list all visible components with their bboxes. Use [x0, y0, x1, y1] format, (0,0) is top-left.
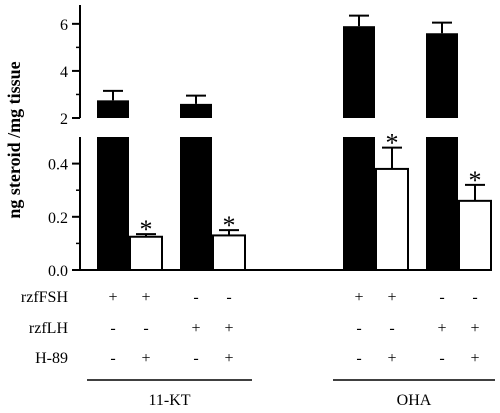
- condition-symbol: +: [224, 320, 233, 337]
- condition-symbol: +: [191, 320, 200, 337]
- bar-light: [375, 167, 409, 271]
- bar-light: [212, 234, 246, 271]
- condition-symbol: +: [224, 350, 233, 367]
- condition-symbol: +: [387, 289, 396, 306]
- condition-symbol: -: [193, 350, 198, 367]
- condition-symbol: -: [226, 289, 231, 306]
- condition-symbol: +: [437, 320, 446, 337]
- condition-symbol: -: [439, 350, 444, 367]
- bar-dark-lower: [180, 137, 212, 270]
- y-tick-label: 0.2: [48, 210, 68, 227]
- significance-star: *: [469, 166, 482, 195]
- condition-symbol: +: [141, 289, 150, 306]
- condition-row-label: H-89: [35, 350, 68, 367]
- condition-symbol: +: [108, 289, 117, 306]
- group-label: OHA: [397, 392, 432, 409]
- group-label: 11-KT: [148, 392, 190, 409]
- labels: 0.0 0.2 0.4 2 4 6 ng steroid /mg tissue * * * * rzf…: [4, 17, 482, 409]
- condition-symbol: -: [472, 289, 477, 306]
- y-tick-label: 4: [60, 64, 68, 81]
- bar-dark-lower: [426, 137, 458, 270]
- condition-symbol: -: [193, 289, 198, 306]
- condition-symbol: +: [387, 350, 396, 367]
- condition-symbol: +: [470, 320, 479, 337]
- condition-symbol: +: [354, 289, 363, 306]
- condition-row-label: rzfLH: [29, 320, 69, 337]
- significance-star: *: [140, 215, 153, 244]
- bar-dark-upper: [343, 26, 375, 118]
- bar-dark-upper: [180, 103, 212, 118]
- bar-dark-lower: [343, 137, 375, 270]
- bar-dark-upper: [426, 33, 458, 118]
- y-tick-label: 6: [60, 17, 68, 34]
- condition-symbol: +: [141, 350, 150, 367]
- y-tick-label: 0.0: [48, 263, 68, 280]
- y-axis-label: ng steroid /mg tissue: [4, 61, 24, 218]
- bar-dark-lower: [97, 137, 129, 270]
- condition-row-label: rzfFSH: [21, 289, 69, 306]
- y-tick-label: 0.4: [48, 157, 68, 174]
- bar-light: [458, 199, 492, 271]
- significance-star: *: [386, 129, 399, 158]
- condition-symbol: -: [356, 350, 361, 367]
- condition-symbol: -: [110, 320, 115, 337]
- bar-light: [129, 235, 163, 271]
- condition-symbol: -: [439, 289, 444, 306]
- bar-dark-upper: [97, 100, 129, 118]
- condition-symbol: -: [356, 320, 361, 337]
- condition-symbol: -: [389, 320, 394, 337]
- condition-symbol: +: [470, 350, 479, 367]
- condition-symbol: -: [143, 320, 148, 337]
- significance-star: *: [223, 211, 236, 240]
- bars: [97, 14, 492, 271]
- y-tick-label: 2: [60, 111, 68, 128]
- condition-symbol: -: [110, 350, 115, 367]
